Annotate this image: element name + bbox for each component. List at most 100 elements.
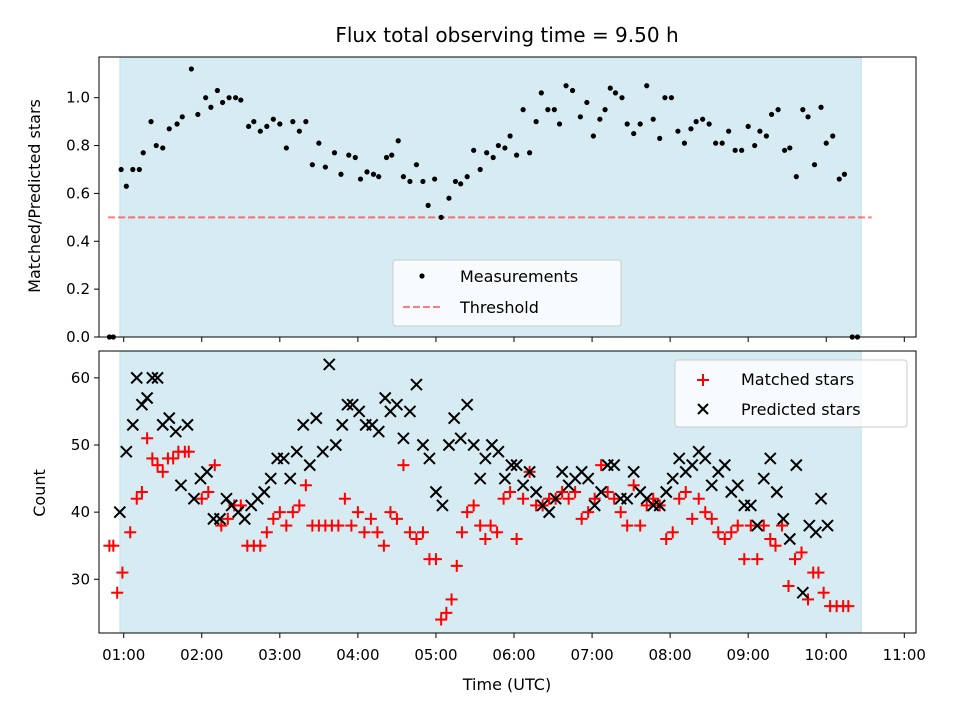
top-legend-box: [392, 259, 622, 327]
predicted-star-marker: [238, 512, 251, 526]
matched-star-marker: [299, 479, 312, 492]
matched-star-marker: [812, 566, 825, 579]
predicted-star-marker: [809, 526, 823, 539]
x-tick-label: 05:00: [414, 646, 457, 664]
measurement-point: [352, 154, 358, 161]
predicted-star-marker: [581, 472, 595, 485]
measurement-point: [370, 171, 377, 177]
top-y-tick-label: 1.0: [66, 89, 90, 107]
measurement-point: [174, 121, 180, 127]
predicted-star-marker: [258, 485, 271, 499]
predicted-star-marker: [516, 479, 530, 492]
matched-star-marker: [562, 492, 575, 505]
measurement-points: [106, 66, 861, 340]
matched-stars-points: [103, 432, 855, 626]
measurement-point: [238, 97, 244, 103]
measurement-point: [166, 126, 172, 132]
measurement-point: [520, 107, 526, 113]
legend-predicted-label: Predicted stars: [741, 400, 861, 419]
matched-star-marker: [384, 506, 397, 519]
predicted-star-marker: [213, 512, 227, 526]
measurement-point: [420, 178, 426, 185]
measurement-point: [662, 95, 668, 101]
measurement-point: [757, 128, 763, 134]
predicted-star-marker: [660, 485, 673, 499]
predicted-star-marker: [290, 445, 303, 458]
predicted-star-marker: [403, 405, 417, 418]
x-tick-label: 02:00: [180, 646, 223, 664]
measurement-point: [290, 119, 296, 125]
predicted-stars-points: [113, 358, 834, 599]
measurement-point: [376, 174, 382, 180]
bottom-y-axis-label: Count: [30, 469, 49, 517]
measurement-point: [556, 121, 563, 127]
measurement-point: [607, 85, 613, 91]
predicted-star-marker: [555, 465, 569, 479]
predicted-star-marker: [397, 432, 410, 445]
predicted-star-marker: [303, 458, 316, 472]
matched-star-marker: [738, 553, 751, 566]
matched-star-marker: [195, 492, 208, 505]
matched-star-marker: [358, 526, 371, 539]
predicted-star-marker: [757, 472, 770, 485]
predicted-star-marker: [699, 452, 712, 465]
measurement-point: [277, 121, 283, 127]
measurement-point: [650, 116, 656, 122]
measurement-point: [782, 147, 788, 153]
matched-star-marker: [764, 533, 777, 545]
measurement-point: [118, 166, 124, 173]
matched-star-marker: [731, 519, 744, 532]
measurement-point: [136, 166, 142, 173]
bottom-y-axis-ticks: 30 40 50 60: [71, 369, 99, 588]
matched-star-marker: [582, 506, 595, 519]
matched-star-marker: [744, 519, 757, 532]
bottom-y-tick-label: 40: [71, 503, 90, 521]
matched-star-marker: [107, 539, 120, 552]
matched-star-marker: [273, 506, 286, 519]
predicted-star-marker: [686, 458, 699, 472]
legend-matched-marker: [697, 374, 709, 386]
matched-star-marker: [510, 533, 523, 545]
matched-star-marker: [403, 526, 416, 539]
measurement-point: [400, 174, 407, 180]
measurement-point: [533, 119, 539, 125]
measurement-point: [745, 123, 751, 130]
measurement-point: [357, 176, 364, 182]
matched-star-marker: [267, 512, 280, 525]
predicted-star-marker: [751, 519, 764, 532]
predicted-star-marker: [492, 445, 505, 458]
matched-star-marker: [130, 492, 143, 505]
predicted-star-marker: [120, 445, 133, 458]
matched-star-marker: [182, 445, 195, 458]
matched-star-marker: [416, 526, 429, 539]
top-y-tick-label: 0.2: [66, 280, 90, 298]
predicted-star-marker: [416, 438, 430, 452]
measurement-point: [331, 150, 338, 156]
predicted-star-marker: [653, 499, 666, 512]
matched-star-marker: [151, 459, 164, 472]
ratio-panel: 0.0 0.2 0.4 0.6 0.8 1.0 Matched/Predicted sta…: [25, 56, 917, 346]
measurement-point: [219, 99, 226, 106]
measurement-point: [495, 142, 501, 149]
matched-star-marker: [608, 492, 621, 505]
x-tick-label: 10:00: [805, 646, 848, 664]
matched-star-marker: [208, 459, 221, 472]
measurement-point: [732, 147, 738, 153]
measurement-point: [681, 140, 688, 146]
predicted-star-marker: [673, 452, 686, 465]
measurement-point: [502, 145, 508, 151]
predicted-star-marker: [770, 485, 784, 499]
matched-star-marker: [111, 586, 124, 599]
measurement-point: [823, 140, 829, 146]
matched-star-marker: [614, 506, 627, 519]
measurement-point: [811, 162, 818, 168]
predicted-star-marker: [473, 472, 487, 485]
measurement-point: [148, 119, 154, 125]
matched-star-marker: [467, 499, 480, 512]
legend-measurement-marker: [419, 273, 425, 279]
predicted-star-marker: [169, 425, 182, 438]
predicted-star-marker: [744, 499, 757, 512]
x-axis-label: Time (UTC): [462, 675, 551, 694]
predicted-star-marker: [620, 492, 634, 505]
